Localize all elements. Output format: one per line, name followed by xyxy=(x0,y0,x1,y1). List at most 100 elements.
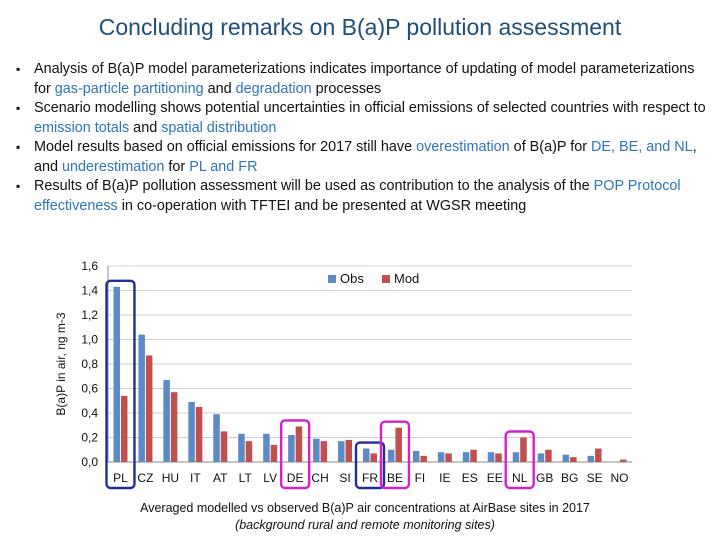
y-tick-label: 1,6 xyxy=(81,259,98,273)
bar-obs-ie xyxy=(437,452,445,462)
highlighted-text: POP Protocol effectiveness xyxy=(34,178,681,214)
bar-mod-bg xyxy=(570,457,577,462)
bar-obs-ee xyxy=(487,452,495,462)
bar-obs-be xyxy=(387,449,395,462)
x-tick-label: LT xyxy=(239,471,253,485)
highlight-box-nl xyxy=(504,430,535,490)
bar-obs-pl xyxy=(113,286,120,462)
highlighted-text: degradation xyxy=(235,80,312,97)
slide-title: Concluding remarks on B(a)P pollution as… xyxy=(98,14,622,40)
bar-obs-de xyxy=(288,435,295,462)
x-tick-label: NO xyxy=(611,471,629,485)
bullet-marker: ▪ xyxy=(16,62,21,76)
bar-obs-fi xyxy=(412,450,420,462)
x-tick-label: SI xyxy=(339,471,350,485)
bullet-text: and xyxy=(203,80,236,97)
x-tick-label: IT xyxy=(190,471,201,485)
legend-swatch-mod xyxy=(382,275,390,283)
highlight-box-be xyxy=(379,420,411,490)
x-tick-label: ES xyxy=(462,471,478,485)
x-tick-label: FR xyxy=(362,471,378,485)
y-tick-label: 0,4 xyxy=(81,406,98,420)
bar-obs-se xyxy=(587,455,595,462)
bar-mod-se xyxy=(595,448,602,462)
bullet-text: Model results based on official emission… xyxy=(34,139,417,155)
x-tick-label: LV xyxy=(263,471,277,485)
bar-obs-nl xyxy=(512,452,520,462)
bar-obs-lv xyxy=(263,433,270,462)
bar-obs-bg xyxy=(562,454,570,462)
bullet-text: in co-operation with TFTEI and be presen… xyxy=(117,197,527,214)
bullet-text: of B(a)P for xyxy=(509,139,592,155)
highlighted-text: underestimation xyxy=(62,158,165,175)
bullet-text: processes xyxy=(311,80,382,97)
bar-mod-fr xyxy=(370,453,377,462)
bullet-item: ▪ Analysis of B(a)P model parameterizatio… xyxy=(16,60,706,99)
bullet-item: ▪ Results of B(a)P pollution assessment w… xyxy=(16,177,706,216)
y-axis-title: B(a)P in air, ng m-3 xyxy=(54,312,68,415)
x-tick-label: HU xyxy=(162,471,179,485)
y-tick-label: 0,0 xyxy=(81,455,98,469)
bar-mod-be xyxy=(395,427,402,462)
bar-obs-es xyxy=(462,452,470,462)
x-tick-label: BG xyxy=(561,471,578,485)
chart-caption: Averaged modelled vs observed B(a)P air … xyxy=(60,500,670,534)
bar-mod-ch xyxy=(320,441,328,462)
bar-mod-lv xyxy=(270,444,278,462)
bar-obs-hu xyxy=(163,379,170,462)
legend: Obs Mod xyxy=(328,271,419,286)
bar-obs-cz xyxy=(138,334,145,462)
legend-swatch-obs xyxy=(328,275,336,283)
caption-line-1: Averaged modelled vs observed B(a)P air … xyxy=(140,501,590,515)
bar-obs-fr xyxy=(363,448,370,462)
x-tick-label: EE xyxy=(487,471,503,485)
x-tick-label: GB xyxy=(536,471,553,485)
bullet-text: Results of B(a)P pollution assessment wi… xyxy=(34,178,594,194)
y-tick-label: 1,4 xyxy=(81,284,98,298)
x-tick-label: NL xyxy=(512,471,528,485)
bar-obs-at xyxy=(213,414,220,462)
legend-label-mod: Mod xyxy=(394,271,419,286)
x-tick-label: PL xyxy=(113,471,128,485)
x-tick-label: AT xyxy=(213,471,228,485)
bar-obs-lt xyxy=(238,433,245,462)
bar-obs-it xyxy=(188,401,195,462)
highlighted-text: emission totals xyxy=(34,119,130,136)
bullet-text: Scenario modelling shows potential uncer… xyxy=(34,100,706,116)
highlight-box-fr xyxy=(354,441,386,490)
bar-mod-nl xyxy=(520,437,527,462)
highlighted-text: overestimation xyxy=(416,139,510,155)
bullet-marker: ▪ xyxy=(16,140,21,154)
highlighted-text: DE, BE, and NL xyxy=(591,139,693,155)
x-tick-label: BE xyxy=(387,471,403,485)
bar-mod-no xyxy=(620,459,627,462)
bullet-marker: ▪ xyxy=(16,179,21,193)
bullet-text: and xyxy=(129,119,162,136)
x-tick-label: DE xyxy=(287,471,304,485)
highlighted-text: gas-particle partitioning xyxy=(54,80,204,97)
x-tick-label: IE xyxy=(439,471,450,485)
bar-mod-hu xyxy=(170,392,178,462)
bar-obs-si xyxy=(338,441,345,462)
y-tick-label: 1,2 xyxy=(81,308,98,322)
y-tick-label: 0,8 xyxy=(81,357,98,371)
bar-obs-gb xyxy=(537,453,545,462)
highlighted-text: spatial distribution xyxy=(161,119,277,136)
bar-mod-pl xyxy=(120,395,128,462)
y-tick-label: 0,2 xyxy=(81,431,98,445)
bap-chart: B(a)P in air, ng m-3 Obs Mod 0,0 0,2 0,4 0,… xyxy=(54,259,632,490)
x-tick-label: CZ xyxy=(137,471,153,485)
x-tick-label: SE xyxy=(587,471,603,485)
bullet-marker: ▪ xyxy=(16,101,21,115)
bullet-item: ▪ Scenario modelling shows potential unce… xyxy=(16,99,706,138)
bar-mod-it xyxy=(195,406,203,462)
bar-mod-de xyxy=(295,426,303,462)
x-tick-label: FI xyxy=(415,471,426,485)
bar-mod-es xyxy=(470,449,477,462)
y-tick-label: 0,6 xyxy=(81,382,98,396)
bar-mod-fi xyxy=(420,455,427,462)
bar-mod-cz xyxy=(145,355,153,462)
bullet-item: ▪ Model results based on official emissio… xyxy=(16,138,706,177)
bar-mod-ie xyxy=(445,453,452,462)
x-tick-label: CH xyxy=(311,471,328,485)
